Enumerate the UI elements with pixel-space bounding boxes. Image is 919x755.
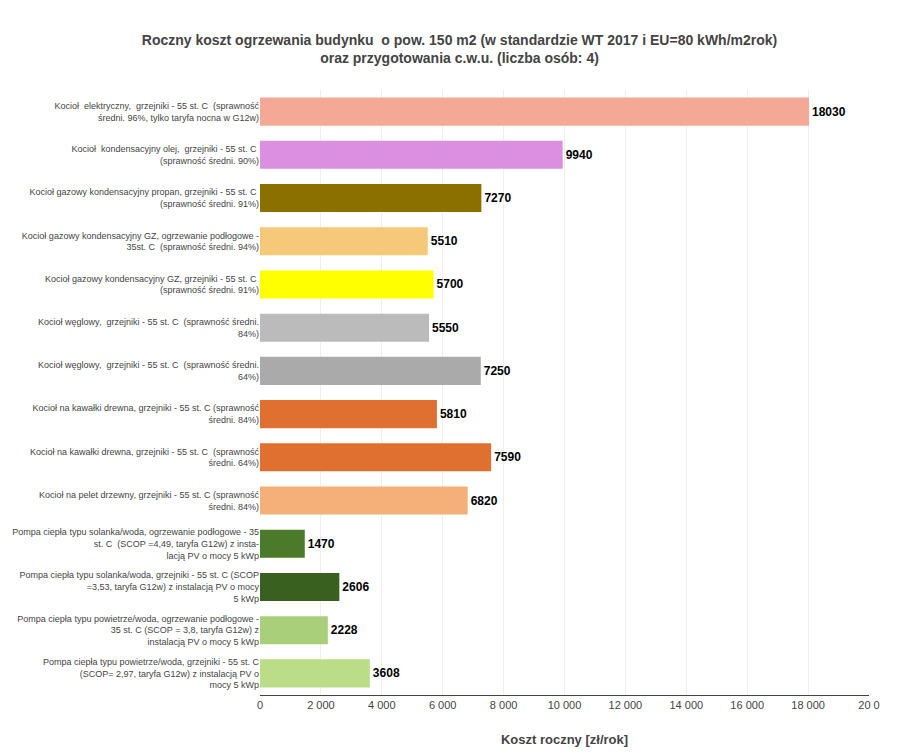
svg-text:20 0: 20 0 <box>858 699 879 711</box>
svg-text:4 000: 4 000 <box>368 699 396 711</box>
svg-text:7590: 7590 <box>494 450 521 464</box>
svg-text:Koszt roczny [zł/rok]: Koszt roczny [zł/rok] <box>501 732 628 747</box>
svg-text:Kocioł węglowy, grzejniki - 5: Kocioł węglowy, grzejniki - 55 st. C (sp… <box>38 317 259 339</box>
svg-text:3608: 3608 <box>373 666 400 680</box>
svg-text:Kocioł gazowy kondensacyjny GZ: Kocioł gazowy kondensacyjny GZ, ogrzewan… <box>22 231 259 253</box>
svg-text:Kocioł kondensacyjny olej, g: Kocioł kondensacyjny olej, grzejniki - 5… <box>71 144 259 166</box>
svg-text:16 000: 16 000 <box>730 699 764 711</box>
svg-text:7250: 7250 <box>484 364 511 378</box>
svg-text:10 000: 10 000 <box>548 699 582 711</box>
svg-text:6820: 6820 <box>471 494 498 508</box>
svg-text:2228: 2228 <box>331 623 358 637</box>
svg-text:6 000: 6 000 <box>429 699 457 711</box>
svg-text:2 000: 2 000 <box>307 699 335 711</box>
svg-text:12 000: 12 000 <box>609 699 643 711</box>
svg-text:Kocioł na kawałki drewna, grze: Kocioł na kawałki drewna, grzejniki - 55… <box>30 447 260 469</box>
svg-text:1470: 1470 <box>308 537 335 551</box>
svg-text:2606: 2606 <box>342 580 369 594</box>
svg-text:9940: 9940 <box>566 148 593 162</box>
svg-text:Kocioł gazowy kondensacyjny pr: Kocioł gazowy kondensacyjny propan, grze… <box>29 187 259 209</box>
svg-text:18 000: 18 000 <box>791 699 825 711</box>
svg-text:Kocioł gazowy kondensacyjny GZ: Kocioł gazowy kondensacyjny GZ, grzejnik… <box>45 274 259 296</box>
svg-text:Pompa ciepła typu powietrze/wo: Pompa ciepła typu powietrze/woda, ogrzew… <box>17 614 259 647</box>
svg-text:5810: 5810 <box>440 407 467 421</box>
svg-text:Kocioł węglowy, grzejniki - 5: Kocioł węglowy, grzejniki - 55 st. C (sp… <box>38 360 259 382</box>
svg-text:5510: 5510 <box>431 234 458 248</box>
svg-text:Kocioł na pelet drzewny, grzej: Kocioł na pelet drzewny, grzejniki - 55 … <box>39 490 259 512</box>
svg-text:Roczny koszt ogrzewania budynk: Roczny koszt ogrzewania budynku o pow. 1… <box>142 32 777 66</box>
svg-text:Pompa ciepła typu solanka/woda: Pompa ciepła typu solanka/woda, ogrzewan… <box>12 527 259 560</box>
svg-text:7270: 7270 <box>484 191 511 205</box>
svg-text:Kocioł na kawałki drewna, grze: Kocioł na kawałki drewna, grzejniki - 55… <box>32 403 259 425</box>
svg-text:Pompa ciepła typu solanka/woda: Pompa ciepła typu solanka/woda, grzejnik… <box>19 570 259 603</box>
svg-text:Kocioł elektryczny, grzejnik: Kocioł elektryczny, grzejniki - 55 st. C… <box>55 101 260 123</box>
svg-text:8 000: 8 000 <box>490 699 518 711</box>
svg-text:5700: 5700 <box>437 277 464 291</box>
svg-text:Pompa ciepła typu powietrze/wo: Pompa ciepła typu powietrze/woda, grzejn… <box>43 657 260 690</box>
svg-text:14 000: 14 000 <box>669 699 703 711</box>
svg-text:18030: 18030 <box>812 105 846 119</box>
svg-text:0: 0 <box>257 699 263 711</box>
svg-text:5550: 5550 <box>432 321 459 335</box>
